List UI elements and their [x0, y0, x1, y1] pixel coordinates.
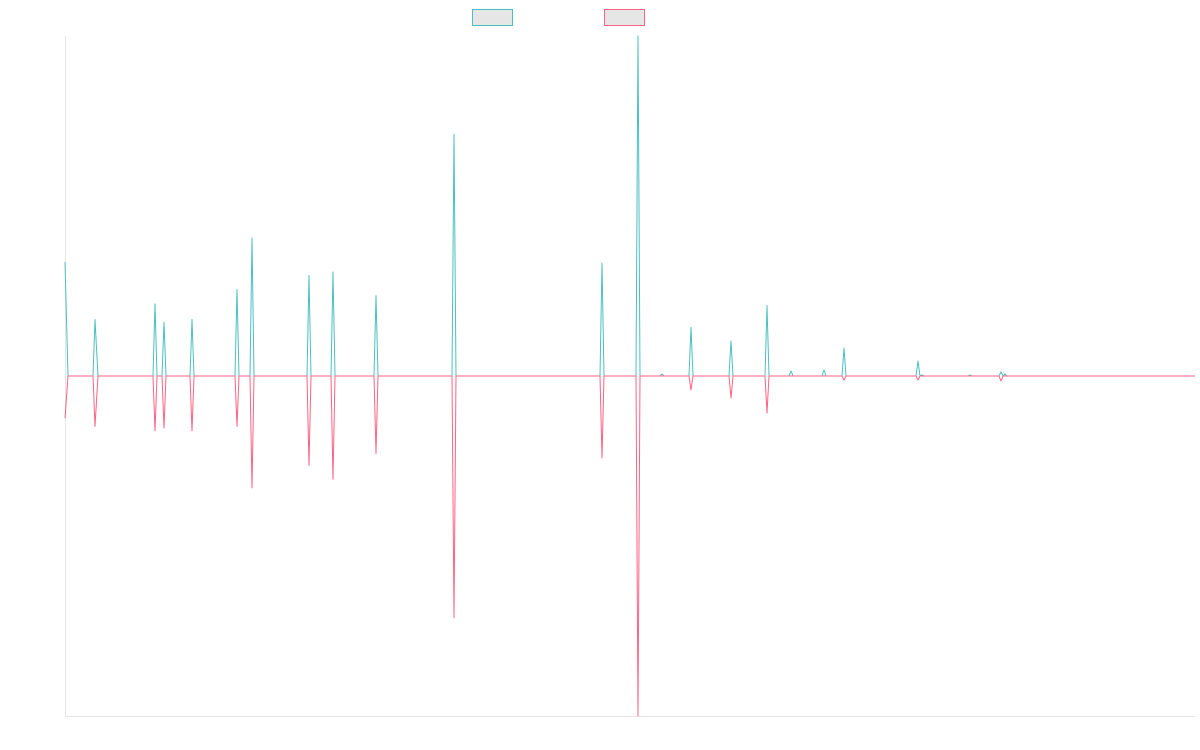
legend-item-1[interactable]: [472, 9, 513, 26]
legend-swatch-1[interactable]: [472, 9, 513, 26]
legend-item-2[interactable]: [604, 9, 645, 26]
series-layer: [64, 35, 1195, 717]
legend-swatch-2[interactable]: [604, 9, 645, 26]
series-line-1: [64, 35, 1195, 377]
series-line-2: [64, 375, 1195, 717]
axes: [65, 36, 1195, 717]
legend: [472, 9, 645, 26]
